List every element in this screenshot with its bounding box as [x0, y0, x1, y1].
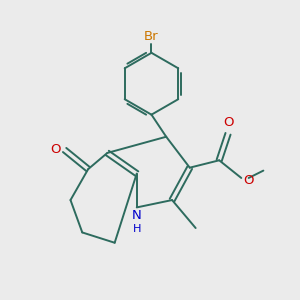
Text: N: N: [132, 209, 142, 222]
Text: Br: Br: [144, 30, 159, 44]
Text: H: H: [133, 224, 141, 234]
Text: O: O: [243, 174, 253, 187]
Text: O: O: [51, 143, 61, 157]
Text: O: O: [223, 116, 233, 129]
